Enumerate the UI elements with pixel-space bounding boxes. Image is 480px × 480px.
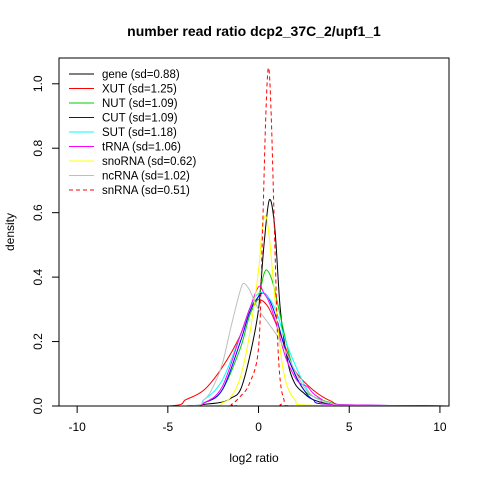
legend-label: gene (sd=0.88)	[102, 69, 180, 81]
legend-label: CUT (sd=1.09)	[102, 113, 178, 125]
x-tick-label: 5	[346, 420, 353, 434]
legend-label: snRNA (sd=0.51)	[102, 185, 190, 197]
x-axis-label: log2 ratio	[229, 451, 279, 465]
x-tick-label: 0	[255, 420, 262, 434]
legend: gene (sd=0.88) XUT (sd=1.25) NUT (sd=1.09)…	[69, 69, 196, 197]
x-tick-label: -10	[68, 420, 86, 434]
x-tick-label: -5	[163, 420, 174, 434]
series-line-8	[59, 67, 449, 407]
y-tick-label: 0.8	[31, 140, 45, 157]
x-tick-label: 10	[433, 420, 447, 434]
y-axis-label: density	[3, 213, 17, 251]
legend-label: snoRNA (sd=0.62)	[102, 156, 196, 168]
chart-title: number read ratio dcp2_37C_2/upf1_1	[127, 23, 381, 39]
y-tick-label: 0.2	[31, 333, 45, 350]
series-line-3	[59, 292, 450, 407]
series-line-4	[59, 291, 450, 407]
series-line-6	[59, 215, 450, 407]
series-group	[59, 67, 450, 407]
y-tick-label: 0.0	[31, 397, 45, 414]
y-tick-label: 0.4	[31, 268, 45, 285]
legend-label: NUT (sd=1.09)	[102, 98, 178, 110]
plot-frame	[58, 57, 450, 407]
y-tick-label: 1.0	[31, 75, 45, 92]
legend-label: SUT (sd=1.18)	[102, 127, 177, 139]
legend-label: XUT (sd=1.25)	[102, 84, 177, 96]
series-line-7	[59, 283, 450, 407]
legend-label: tRNA (sd=1.06)	[102, 142, 181, 154]
legend-label: ncRNA (sd=1.02)	[102, 171, 190, 183]
y-tick-label: 0.6	[31, 204, 45, 221]
series-line-1	[59, 299, 450, 407]
series-line-5	[59, 285, 450, 407]
